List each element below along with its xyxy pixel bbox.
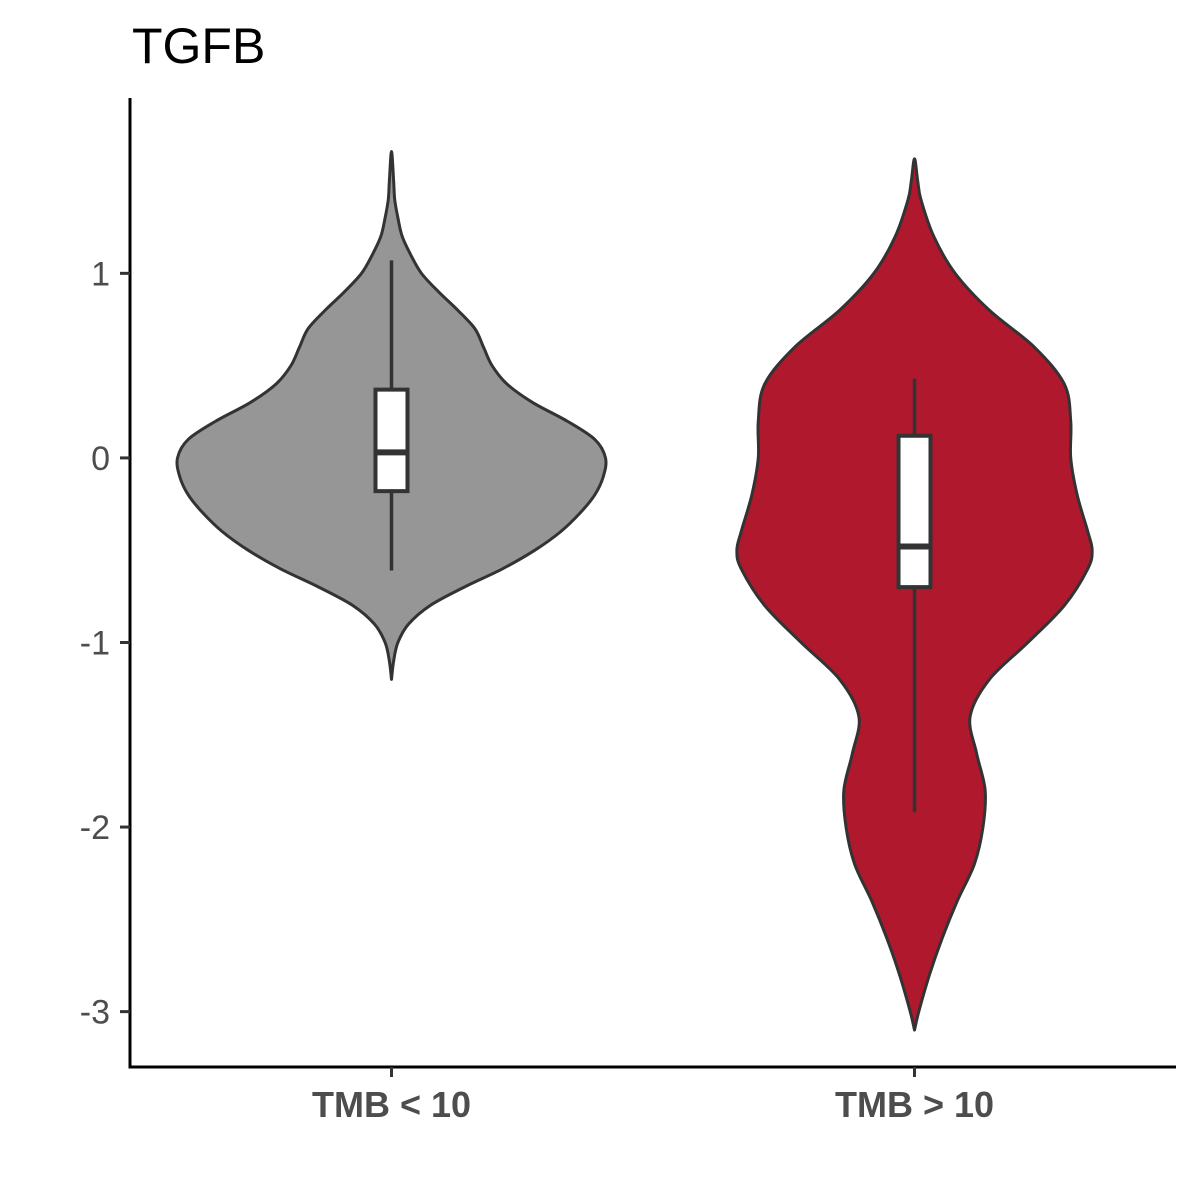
y-tick-label: -1 [80, 624, 110, 662]
plot-area [175, 150, 1094, 1032]
chart-title: TGFB [132, 18, 265, 74]
violin-group-2 [735, 157, 1094, 1032]
violin-group-1 [175, 150, 608, 681]
y-tick-label: 1 [91, 255, 110, 293]
y-tick-label: -2 [80, 809, 110, 847]
box-iqr [896, 433, 933, 590]
y-tick-label: 0 [91, 440, 110, 478]
box-iqr [373, 387, 410, 494]
axes: 1 0 -1 -2 -3 TMB < 10 TMB > 10 [80, 98, 1176, 1125]
y-tick-label: -3 [80, 994, 110, 1032]
x-tick-label: TMB > 10 [835, 1084, 994, 1125]
x-tick-label: TMB < 10 [312, 1084, 471, 1125]
